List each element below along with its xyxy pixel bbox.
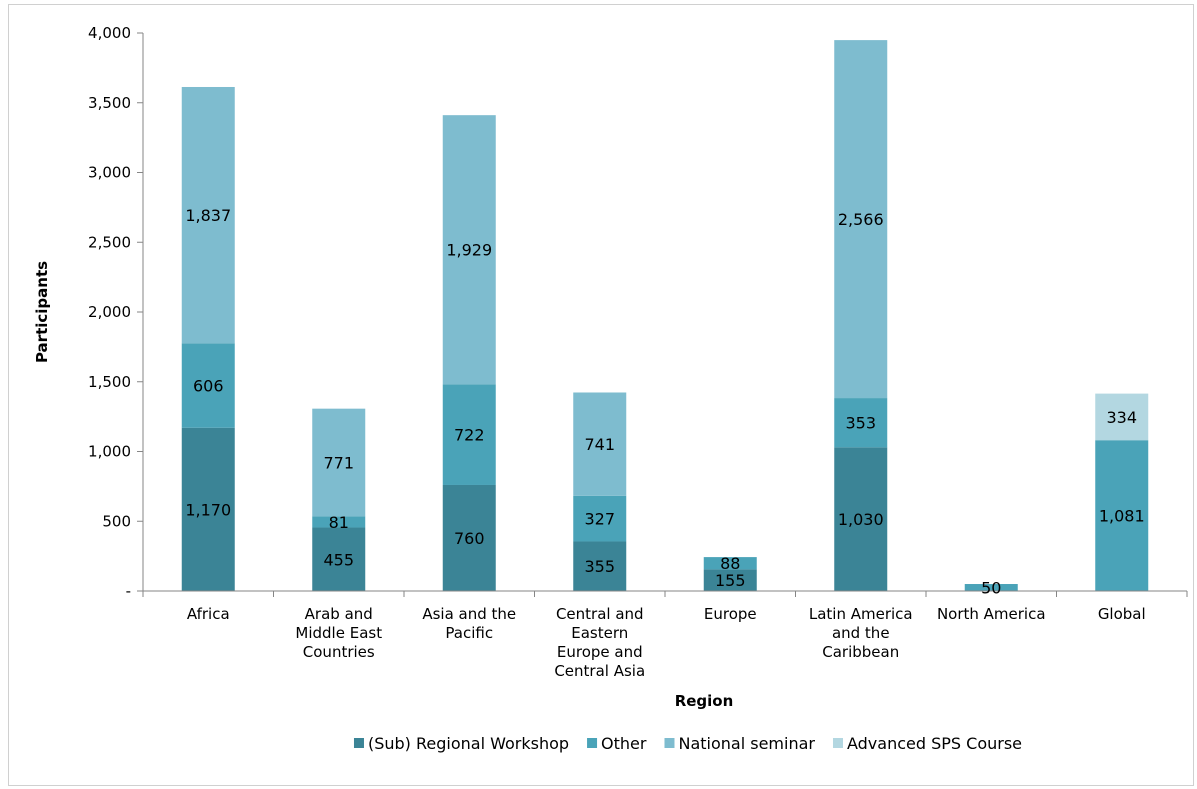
legend: (Sub) Regional Workshop Other National sem… [353,734,1022,753]
y-tick-label: 1,500 [88,373,131,391]
x-category-label: Central and Eastern Europe and Central Asia [554,605,645,680]
y-tick-label: 3,000 [88,164,131,182]
legend-item: Other [587,734,647,753]
y-tick-label: 2,000 [88,303,131,321]
legend-item: (Sub) Regional Workshop [353,734,569,753]
data-label: 334 [1106,408,1137,427]
bars-layer [181,40,1149,591]
bar-segment [181,86,235,344]
bar-segment [573,495,627,542]
bar-segment [312,408,366,517]
y-tick-label: - [126,582,131,600]
legend-swatch [353,738,364,748]
data-labels-layer: 1,170 606 1,837 455 81 771 760 722 1,929 355 327 74… [185,206,1144,597]
x-category-label: Europe [704,605,757,623]
data-label: 771 [323,453,354,472]
bar-segment [573,541,627,591]
y-tick-label: 500 [102,512,131,530]
data-label: 155 [715,571,746,590]
y-tick-label: 1,000 [88,443,131,461]
bar-segment [964,584,1018,591]
data-label: 1,030 [838,510,884,529]
data-label: 50 [981,579,1001,598]
x-category-label: North America [937,605,1046,623]
data-label: 741 [584,435,615,454]
legend-item: Advanced SPS Course [832,734,1022,753]
data-label: 355 [584,557,615,576]
data-label: 1,837 [185,206,231,225]
bar-segment [181,427,235,591]
bar-segment [312,527,366,591]
bar-segment [703,569,757,591]
bar-segment [573,392,627,496]
bar-segment [834,40,888,399]
x-category-label: Africa [187,605,230,623]
legend-item: National seminar [664,734,815,753]
x-category-label: Latin America and the Caribbean [809,605,913,661]
data-label: 2,566 [838,210,884,229]
legend-label: (Sub) Regional Workshop [368,734,569,753]
data-label: 722 [454,426,485,445]
data-label: 606 [193,377,224,396]
axes-layer: - 500 1,000 1,500 2,000 2,500 3,000 3,500 4,000 A… [88,24,1188,680]
data-label: 455 [323,550,354,569]
y-tick-label: 4,000 [88,24,131,42]
bar-segment [834,447,888,591]
bar-segment [1095,393,1149,441]
legend-label: National seminar [678,734,815,753]
legend-swatch [832,738,843,748]
x-category-label: Arab and Middle East Countries [295,605,382,661]
legend-swatch [664,738,675,748]
data-label: 327 [584,510,615,529]
data-label: 353 [845,414,876,433]
bar-segment [703,557,757,570]
x-category-label: Asia and the Pacific [422,605,516,642]
legend-label: Advanced SPS Course [847,734,1022,753]
bar-segment [181,343,235,428]
y-axis-title: Participants [33,261,51,363]
x-category-label: Global [1098,605,1146,623]
bar-segment [312,516,366,528]
bar-segment [834,398,888,448]
data-label: 760 [454,529,485,548]
x-axis-title: Region [675,692,734,710]
bar-segment [1095,440,1149,591]
y-tick-label: 3,500 [88,94,131,112]
data-label: 81 [329,513,349,532]
data-label: 1,929 [446,241,492,260]
data-label: 1,170 [185,500,231,519]
legend-label: Other [601,734,647,753]
data-label: 88 [720,554,740,573]
data-label: 1,081 [1099,507,1145,526]
y-tick-label: 2,500 [88,233,131,251]
bar-segment [442,484,496,591]
bar-segment [442,115,496,385]
legend-swatch [587,738,598,748]
bar-segment [442,384,496,485]
